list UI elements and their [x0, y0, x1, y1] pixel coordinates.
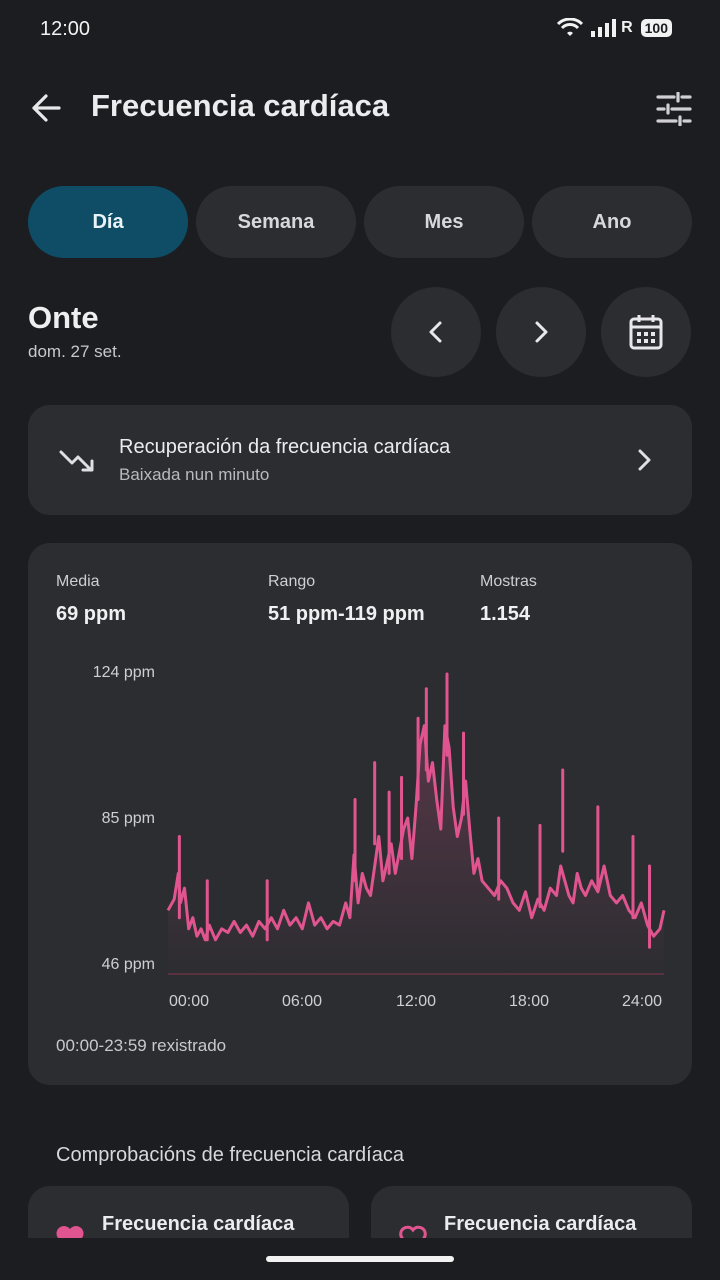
x-tick-label: 18:00 [509, 993, 549, 1010]
status-icons: R 100 [557, 18, 672, 38]
status-time: 12:00 [40, 18, 91, 40]
x-tick-label: 24:00 [622, 993, 662, 1010]
chevron-right-icon [638, 449, 651, 471]
wifi-icon [557, 18, 584, 36]
x-tick-label: 12:00 [396, 993, 436, 1010]
signal-icon [591, 19, 617, 37]
heart-rate-recovery-card[interactable] [28, 405, 692, 515]
date-subtitle: dom. 27 set. [28, 342, 122, 361]
tab-ano[interactable]: Ano [532, 186, 692, 258]
heart-rate-chart-card [28, 543, 692, 1085]
trend-down-icon [59, 450, 94, 472]
filter-settings-icon[interactable] [656, 92, 692, 126]
stat-value-media: 69 ppm [56, 603, 127, 625]
page-title: Frecuencia cardíaca [91, 88, 390, 123]
stat-label-mostras: Mostras [480, 573, 537, 590]
date-title: Onte [28, 300, 99, 335]
heart-rate-series-line [166, 724, 666, 942]
tab-dia[interactable]: Día [28, 186, 188, 258]
check-card-label: Frecuencia cardíaca [444, 1213, 637, 1235]
heart-outline-icon [399, 1225, 427, 1252]
heart-rate-chart[interactable]: 124 ppm 85 ppm 46 ppm 00:00 06:00 12:00 … [28, 543, 692, 1013]
check-card-label: Frecuencia cardíaca [102, 1213, 295, 1235]
x-tick-label: 00:00 [169, 993, 209, 1010]
checks-section-title: Comprobacións de frecuencia cardíaca [56, 1144, 404, 1166]
recovery-title: Recuperación da frecuencia cardíaca [119, 436, 451, 458]
heart-rate-area [168, 725, 664, 974]
recorded-range-text: 00:00-23:59 rexistrado [56, 1036, 227, 1055]
recovery-subtitle: Baixada nun minuto [119, 465, 270, 484]
stat-value-mostras: 1.154 [480, 603, 531, 625]
tab-semana[interactable]: Semana [196, 186, 356, 258]
x-tick-label: 06:00 [282, 993, 322, 1010]
y-tick-label: 124 ppm [93, 664, 155, 681]
stat-label-rango: Rango [268, 573, 316, 590]
y-tick-label: 85 ppm [102, 810, 155, 827]
previous-day-button[interactable] [391, 287, 481, 377]
chevron-left-icon [429, 321, 442, 343]
home-gesture-bar[interactable] [266, 1256, 454, 1262]
chevron-right-icon [535, 321, 548, 343]
battery-icon: 100 [640, 19, 672, 37]
roaming-indicator: R [621, 19, 633, 36]
stat-value-rango: 51 ppm-119 ppm [268, 603, 425, 625]
stat-label-media: Media [56, 573, 100, 590]
next-day-button[interactable] [496, 287, 586, 377]
tab-mes[interactable]: Mes [364, 186, 524, 258]
back-arrow-icon[interactable] [30, 92, 62, 124]
calendar-icon [629, 315, 663, 350]
y-tick-label: 46 ppm [102, 956, 155, 973]
calendar-button[interactable] [601, 287, 691, 377]
